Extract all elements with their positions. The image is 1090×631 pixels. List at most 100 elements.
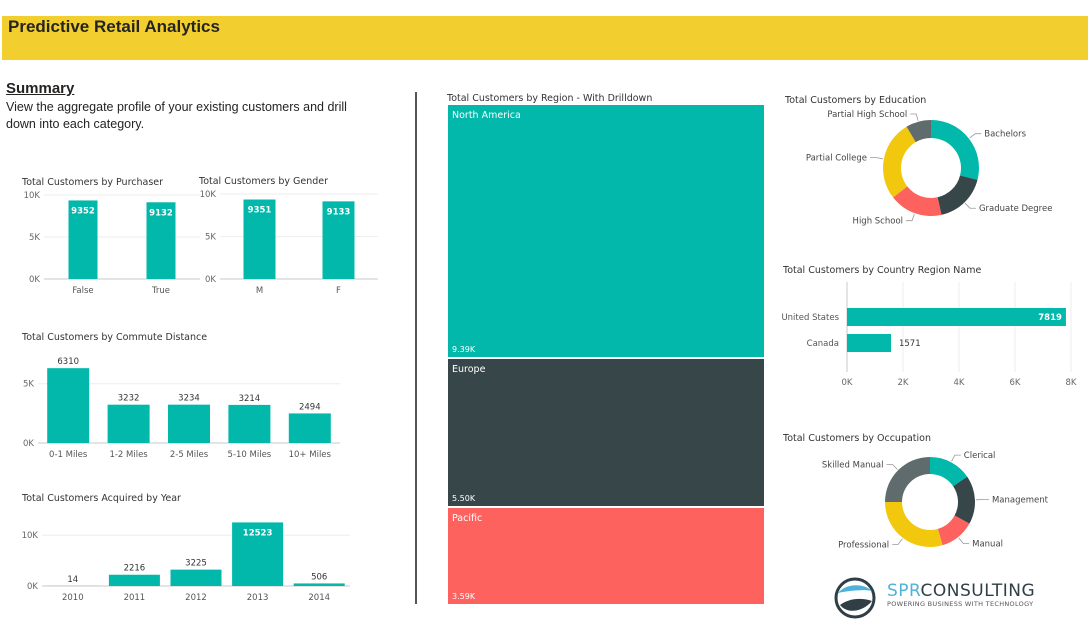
vertical-divider bbox=[415, 92, 417, 604]
x-tick-label: 2013 bbox=[247, 593, 269, 603]
bar[interactable] bbox=[847, 334, 891, 352]
treemap-tile-value: 5.50K bbox=[452, 493, 476, 503]
x-tick-label: 2K bbox=[898, 378, 909, 388]
slice-label: Bachelors bbox=[984, 130, 1026, 140]
treemap-tile-value: 3.59K bbox=[452, 591, 476, 601]
x-tick-label: 4K bbox=[954, 378, 965, 388]
gender-chart-title: Total Customers by Gender bbox=[199, 176, 329, 187]
logo-name: SPRCONSULTING bbox=[887, 581, 1035, 601]
bar[interactable] bbox=[322, 201, 355, 279]
x-tick-label: 10+ Miles bbox=[289, 450, 332, 460]
summary-heading: Summary bbox=[6, 80, 75, 97]
y-tick-label: 0K bbox=[29, 275, 40, 285]
data-label: 3214 bbox=[239, 394, 261, 404]
data-label: 12523 bbox=[243, 528, 273, 538]
x-tick-label: 5-10 Miles bbox=[228, 450, 272, 460]
data-label: 9351 bbox=[248, 206, 272, 216]
bar[interactable] bbox=[228, 404, 271, 443]
bar[interactable] bbox=[170, 569, 222, 586]
page-title: Predictive Retail Analytics bbox=[8, 17, 220, 36]
y-tick-label: United States bbox=[781, 313, 839, 323]
leader-line bbox=[906, 213, 915, 222]
bar[interactable] bbox=[47, 368, 90, 443]
treemap-tile-label: North America bbox=[452, 110, 521, 121]
leader-line bbox=[886, 464, 898, 470]
donut-slice[interactable] bbox=[937, 175, 978, 215]
x-tick-label: 8K bbox=[1066, 378, 1077, 388]
bar[interactable] bbox=[146, 202, 176, 279]
x-tick-label: 2012 bbox=[185, 593, 207, 603]
x-tick-label: 2014 bbox=[308, 593, 330, 603]
slice-label: Manual bbox=[972, 539, 1003, 549]
bar[interactable] bbox=[108, 574, 160, 586]
donut-slice[interactable] bbox=[930, 457, 968, 487]
x-tick-label: False bbox=[72, 286, 93, 296]
treemap-tile[interactable]: North America 9.39K bbox=[448, 105, 764, 357]
data-label: 3232 bbox=[118, 394, 140, 404]
bar[interactable] bbox=[168, 404, 210, 443]
y-tick-label: 0K bbox=[23, 439, 34, 449]
donut-slice[interactable] bbox=[885, 457, 930, 502]
slice-label: High School bbox=[853, 217, 903, 227]
purchaser-chart-title: Total Customers by Purchaser bbox=[22, 177, 164, 188]
leader-line bbox=[951, 454, 961, 462]
y-tick-label: 0K bbox=[27, 582, 38, 592]
spr-logo-icon bbox=[834, 577, 876, 619]
y-tick-label: 0K bbox=[205, 275, 216, 285]
x-tick-label: F bbox=[336, 286, 341, 296]
x-tick-label: 1-2 Miles bbox=[109, 450, 148, 460]
bar[interactable] bbox=[847, 308, 1066, 326]
treemap-tile-label: Pacific bbox=[452, 512, 483, 524]
leader-line bbox=[910, 113, 919, 121]
data-label: 3234 bbox=[178, 394, 200, 404]
data-label: 1571 bbox=[899, 339, 921, 349]
donut-slice[interactable] bbox=[953, 476, 975, 524]
data-label: 3225 bbox=[185, 559, 207, 569]
donut-slice[interactable] bbox=[931, 120, 980, 180]
y-tick-label: Canada bbox=[807, 339, 839, 349]
data-label: 506 bbox=[311, 572, 327, 582]
donut-slice[interactable] bbox=[906, 120, 931, 143]
header-banner: Predictive Retail Analytics bbox=[2, 16, 1088, 60]
treemap-tile[interactable]: Europe 5.50K bbox=[448, 358, 764, 506]
occupation-chart-title: Total Customers by Occupation bbox=[783, 433, 931, 444]
data-label: 9352 bbox=[71, 206, 95, 216]
treemap-tile-label: Europe bbox=[452, 363, 486, 375]
y-tick-label: 5K bbox=[205, 233, 216, 243]
bar[interactable] bbox=[107, 404, 150, 443]
logo-name-prefix: SPR bbox=[887, 581, 921, 601]
donut-slice[interactable] bbox=[883, 126, 916, 198]
bar[interactable] bbox=[288, 413, 331, 443]
donut-slice[interactable] bbox=[893, 186, 942, 216]
leader-line bbox=[869, 157, 883, 160]
data-label: 9133 bbox=[327, 207, 351, 217]
slice-label: Clerical bbox=[964, 451, 996, 461]
donut-slice[interactable] bbox=[937, 515, 970, 546]
bar[interactable] bbox=[243, 199, 276, 279]
leader-line bbox=[958, 537, 970, 544]
y-tick-label: 5K bbox=[29, 233, 40, 243]
donut-slice[interactable] bbox=[885, 502, 943, 547]
slice-label: Management bbox=[992, 496, 1049, 506]
year-chart-title: Total Customers Acquired by Year bbox=[22, 493, 181, 504]
x-tick-label: 2010 bbox=[62, 593, 84, 603]
slice-label: Partial College bbox=[806, 154, 867, 164]
leader-line bbox=[892, 538, 903, 545]
data-label: 6310 bbox=[57, 357, 79, 367]
data-label: 2494 bbox=[299, 402, 321, 412]
education-chart-title: Total Customers by Education bbox=[785, 95, 927, 106]
bar[interactable] bbox=[232, 522, 284, 586]
bar[interactable] bbox=[293, 583, 345, 586]
x-tick-label: 6K bbox=[1010, 378, 1021, 388]
data-label: 7819 bbox=[1038, 313, 1062, 323]
slice-label: Skilled Manual bbox=[822, 461, 884, 471]
treemap-tile[interactable]: Pacific 3.59K bbox=[448, 507, 764, 604]
bar[interactable] bbox=[68, 200, 98, 279]
